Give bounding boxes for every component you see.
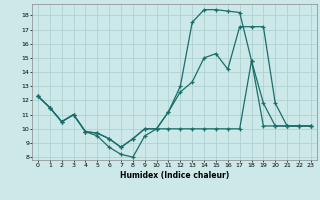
X-axis label: Humidex (Indice chaleur): Humidex (Indice chaleur) xyxy=(120,171,229,180)
